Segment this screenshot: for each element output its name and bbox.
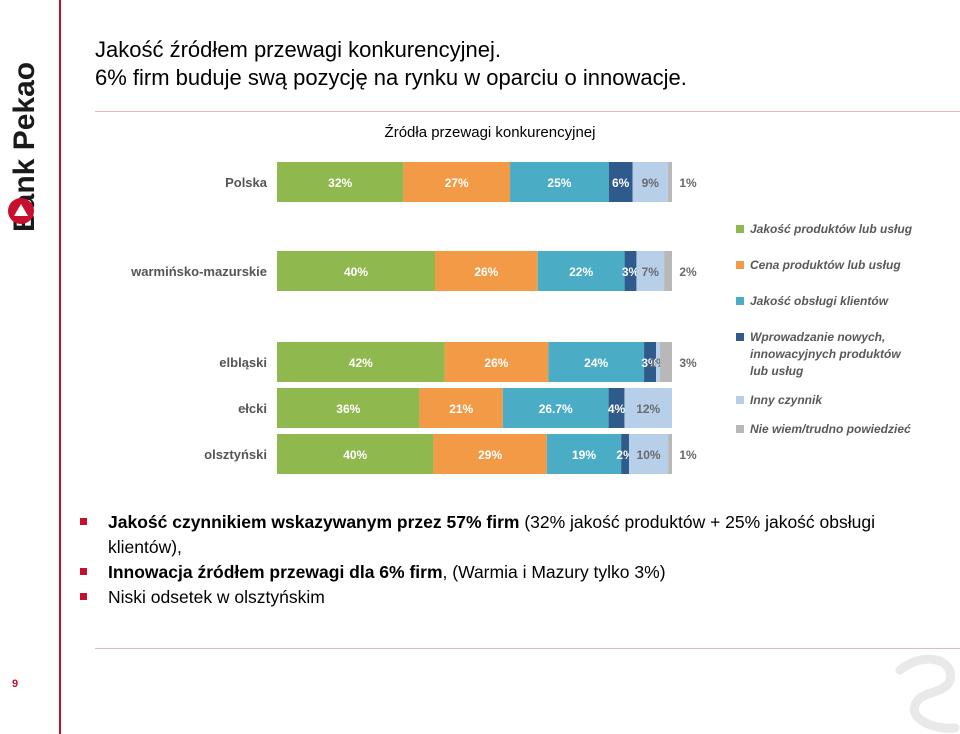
bar-segment — [656, 342, 661, 382]
bar-segment — [660, 342, 672, 382]
bullet-1-bold: Jakość czynnikiem wskazywanym przez 57% … — [108, 512, 520, 532]
data-label: 9% — [642, 176, 660, 190]
legend-swatch — [736, 261, 744, 269]
bar-segment — [644, 342, 657, 382]
data-label: 42% — [349, 356, 373, 370]
sidebar: Bank Pekao 9 — [0, 0, 60, 734]
data-label: 24% — [584, 356, 608, 370]
brand-circle-icon — [8, 198, 34, 224]
bar-segment — [537, 251, 625, 291]
data-label: 40% — [343, 448, 367, 462]
bullet-item-1: Jakość czynnikiem wskazywanym przez 57% … — [78, 510, 898, 560]
legend-label: Wprowadzanie nowych, innowacyjnych produk… — [750, 330, 901, 378]
bar-segment — [668, 162, 672, 202]
data-label: 12% — [636, 402, 660, 416]
bullet-marker — [80, 568, 87, 575]
data-label: 32% — [328, 176, 352, 190]
title-line-2: 6% firm buduje swą pozycję na rynku w op… — [95, 65, 687, 90]
bullet-1-text: (32% jakość produktów + 25% jakość obsłu… — [108, 512, 875, 557]
category-label: ełcki — [238, 401, 267, 416]
legend-label: Inny czynnik — [750, 393, 823, 407]
bar-segment — [621, 434, 629, 474]
bar-segment — [548, 342, 645, 382]
watermark-icon — [895, 654, 960, 733]
data-label: 1% — [679, 176, 697, 190]
bar-segment — [632, 162, 669, 202]
footer-divider — [95, 648, 960, 649]
bar-segment — [624, 388, 672, 428]
bullet-marker — [80, 518, 87, 525]
legend-swatch — [736, 425, 744, 433]
data-label: 36% — [336, 402, 360, 416]
bar-segment — [277, 434, 434, 474]
data-label: 21% — [449, 402, 473, 416]
bullet-marker — [80, 593, 87, 600]
title-line-1: Jakość źródłem przewagi konkurencyjnej. — [95, 37, 501, 62]
page-number: 9 — [11, 678, 19, 690]
chart-title: Źródła przewagi konkurencyjnej — [384, 124, 596, 141]
bar-segment — [624, 251, 637, 291]
data-label: 29% — [478, 448, 502, 462]
bar-segment — [277, 251, 435, 291]
bullet-2-bold: Innowacja źródłem przewagi dla 6% firm — [108, 562, 443, 582]
data-label: 3% — [622, 265, 640, 279]
category-label: Polska — [225, 175, 268, 190]
legend-swatch — [736, 333, 744, 341]
data-label: 40% — [344, 265, 368, 279]
data-label: 3% — [641, 356, 659, 370]
data-label: 27% — [445, 176, 469, 190]
bar-segment — [510, 162, 609, 202]
title-divider — [95, 111, 960, 112]
sidebar-rule — [59, 0, 61, 734]
bar-segment — [608, 388, 625, 428]
data-label: 26% — [474, 265, 498, 279]
legend-label: Jakość obsługi klientów — [750, 294, 889, 308]
stacked-bar-chart: Polska 32% 27% 25% 6% 9% 1% warmińsko-mazurskie… — [130, 162, 913, 474]
bullet-3-text: Niski odsetek w olsztyńskim — [108, 587, 325, 607]
page-title: Jakość źródłem przewagi konkurencyjnej. … — [95, 36, 835, 92]
category-label: elbląski — [219, 355, 267, 370]
data-label: 6% — [612, 176, 630, 190]
category-label: olsztyński — [204, 447, 267, 462]
data-label: 4% — [608, 402, 626, 416]
data-label: 25% — [547, 176, 571, 190]
data-label: 26.7% — [539, 402, 573, 416]
bar-segment — [403, 162, 511, 202]
bar-segment — [444, 342, 549, 382]
legend-swatch — [736, 297, 744, 305]
bullet-list: Jakość czynnikiem wskazywanym przez 57% … — [78, 510, 898, 610]
bullet-item-2: Innowacja źródłem przewagi dla 6% firm, … — [78, 560, 898, 585]
bar-segment — [277, 388, 420, 428]
legend-swatch — [736, 396, 744, 404]
legend-swatch — [736, 225, 744, 233]
legend-label: Nie wiem/trudno powiedzieć — [750, 422, 911, 436]
data-label: 22% — [569, 265, 593, 279]
bullet-item-3: Niski odsetek w olsztyńskim — [78, 585, 898, 610]
bar-segment — [636, 251, 665, 291]
bar-segment — [433, 434, 547, 474]
bullet-2-text: , (Warmia i Mazury tylko 3%) — [442, 562, 666, 582]
legend-label: Jakość produktów lub usług — [750, 222, 913, 236]
bar-segment — [628, 434, 669, 474]
data-label: 10% — [637, 448, 661, 462]
bar-segment — [419, 388, 503, 428]
bar-segment — [277, 342, 445, 382]
bar-segment — [277, 162, 404, 202]
bar-segment — [502, 388, 609, 428]
bar-segment — [664, 251, 672, 291]
data-label: 19% — [572, 448, 596, 462]
legend-label: Cena produktów lub usług — [750, 258, 901, 272]
data-label: 7% — [642, 265, 660, 279]
data-label: 26% — [484, 356, 508, 370]
data-label: 1% — [679, 448, 697, 462]
bar-segment — [546, 434, 622, 474]
bar-segment — [668, 434, 672, 474]
data-label: 3% — [679, 356, 697, 370]
category-label: warmińsko-mazurskie — [130, 264, 267, 279]
bar-segment — [435, 251, 538, 291]
data-label: 2% — [679, 265, 697, 279]
bar-segment — [608, 162, 633, 202]
